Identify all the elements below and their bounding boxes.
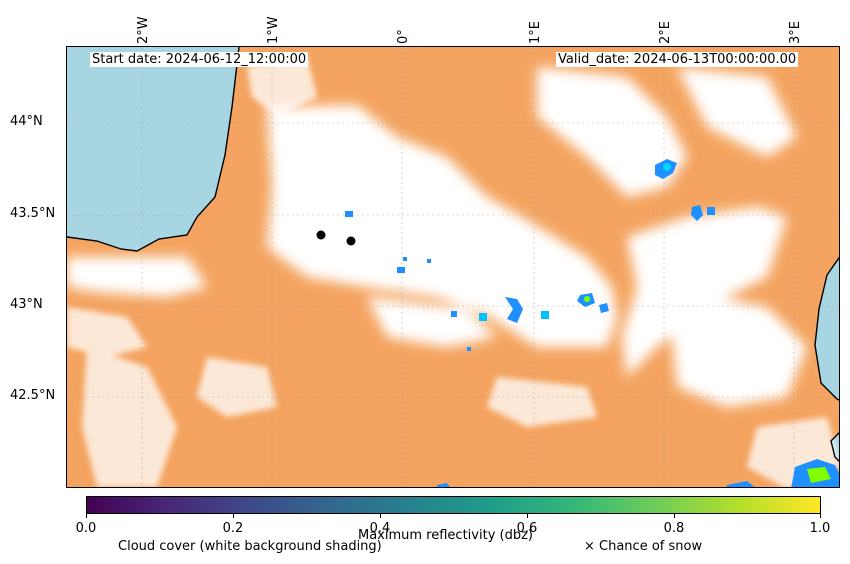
colorbar-tick-label: 0.8 xyxy=(663,521,685,536)
cloud-cover-wisps xyxy=(67,57,839,487)
cloud-cover-legend: Cloud cover (white background shading) xyxy=(118,539,382,554)
longitude-tick-label: 2°E xyxy=(658,21,673,44)
reflectivity-cells xyxy=(345,159,839,487)
colorbar-tick xyxy=(380,514,381,518)
valid-date-label: Valid_date: 2024-06-13T00:00:00.00 xyxy=(556,52,799,67)
longitude-tick-label: 0° xyxy=(396,29,411,44)
colorbar-tick xyxy=(674,514,675,518)
location-marker[interactable] xyxy=(346,236,356,246)
colorbar xyxy=(86,496,821,514)
colorbar-tick xyxy=(527,514,528,518)
map-panel[interactable] xyxy=(66,46,840,488)
snow-legend: × Chance of snow xyxy=(584,539,703,554)
colorbar-label: Maximum reflectivity (dbz) xyxy=(358,528,533,543)
longitude-tick-label: 2°W xyxy=(136,16,151,44)
coastline-mediterranean xyxy=(814,256,839,401)
sea-bay-of-biscay xyxy=(67,47,239,251)
sea-mediterranean xyxy=(815,257,839,400)
latitude-tick-label: 42.5°N xyxy=(10,388,56,403)
map-canvas[interactable] xyxy=(67,47,840,488)
longitude-tick-label: 1°W xyxy=(266,16,281,44)
colorbar-tick-label: 0.6 xyxy=(516,521,538,536)
latitude-tick-label: 44°N xyxy=(10,114,43,129)
colorbar-tick xyxy=(233,514,234,518)
location-marker[interactable] xyxy=(316,230,326,240)
cloud-cover-shading xyxy=(67,67,807,407)
colorbar-tick-label: 0.2 xyxy=(222,521,244,536)
colorbar-tick xyxy=(820,514,821,518)
coastline-mediterranean-south xyxy=(830,432,839,462)
start-date-label: Start date: 2024-06-12_12:00:00 xyxy=(90,52,309,67)
coastline-atlantic xyxy=(67,47,240,252)
longitude-tick-label: 3°E xyxy=(788,21,803,44)
colorbar-tick-label: 0.0 xyxy=(75,521,97,536)
colorbar-tick-label: 1.0 xyxy=(809,521,831,536)
latitude-tick-label: 43.5°N xyxy=(10,206,56,221)
latitude-tick-label: 43°N xyxy=(10,297,43,312)
colorbar-tick xyxy=(86,514,87,518)
colorbar-tick-label: 0.4 xyxy=(369,521,391,536)
longitude-tick-label: 1°E xyxy=(528,21,543,44)
